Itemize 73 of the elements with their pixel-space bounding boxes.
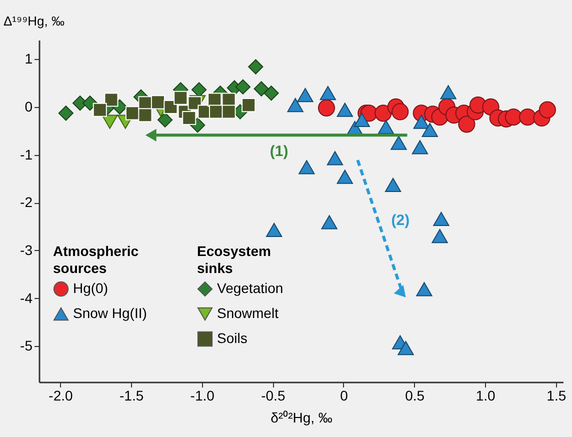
y-tick-label: -2 bbox=[20, 194, 33, 210]
legend-label: Snow Hg(II) bbox=[73, 305, 147, 321]
point bbox=[392, 103, 409, 120]
point bbox=[209, 104, 224, 119]
point bbox=[297, 88, 314, 102]
point bbox=[354, 112, 370, 127]
point bbox=[412, 140, 428, 154]
y-tick-label: -3 bbox=[20, 242, 33, 258]
point bbox=[102, 114, 118, 129]
legend-label: Vegetation bbox=[217, 280, 284, 296]
point bbox=[432, 229, 448, 244]
legend-label: Hg(0) bbox=[73, 280, 108, 296]
point bbox=[191, 82, 207, 98]
point bbox=[440, 85, 456, 100]
x-tick-label: 0 bbox=[340, 388, 348, 404]
point bbox=[266, 222, 282, 237]
y-tick-label: 1 bbox=[24, 50, 33, 67]
y-tick-label: -4 bbox=[20, 290, 33, 306]
y-tick-label: -5 bbox=[20, 338, 33, 354]
point bbox=[320, 86, 336, 100]
point bbox=[248, 59, 264, 74]
text: Atmospheric sources bbox=[53, 243, 139, 276]
x-axis-title: δ²⁰²Hg, ‰ bbox=[270, 410, 332, 426]
point bbox=[222, 104, 236, 119]
point bbox=[398, 340, 414, 356]
x-tick-label: -1.0 bbox=[190, 388, 215, 404]
point bbox=[58, 106, 74, 121]
annotation: (2) bbox=[391, 212, 410, 229]
text: Ecosystem sinks bbox=[197, 243, 271, 276]
point bbox=[235, 79, 251, 94]
point bbox=[384, 178, 402, 192]
point bbox=[422, 122, 438, 137]
point bbox=[336, 170, 353, 184]
point bbox=[92, 102, 107, 117]
point bbox=[242, 98, 256, 112]
y-tick-label: 0 bbox=[24, 98, 33, 114]
x-tick-label: 1.5 bbox=[546, 388, 566, 404]
point bbox=[254, 81, 269, 96]
legend-label: Soils bbox=[217, 330, 248, 346]
x-tick-label: -0.5 bbox=[261, 388, 286, 404]
point bbox=[413, 114, 430, 129]
point bbox=[298, 160, 315, 174]
point bbox=[104, 92, 118, 107]
point bbox=[150, 95, 165, 110]
point bbox=[458, 116, 476, 133]
y-tick-label: -1 bbox=[20, 146, 33, 162]
point bbox=[378, 120, 394, 134]
point bbox=[336, 102, 353, 117]
x-tick-label: 0.5 bbox=[405, 388, 425, 404]
point bbox=[538, 101, 556, 118]
point bbox=[138, 108, 152, 122]
point bbox=[374, 104, 392, 122]
point bbox=[519, 108, 536, 126]
point bbox=[390, 136, 407, 150]
point bbox=[157, 112, 173, 128]
point bbox=[287, 98, 304, 112]
annotation: (1) bbox=[270, 143, 288, 160]
x-tick-label: 1.0 bbox=[476, 388, 496, 404]
point bbox=[326, 151, 344, 166]
point bbox=[264, 86, 279, 101]
x-tick-label: -2.0 bbox=[48, 388, 74, 404]
point bbox=[182, 110, 196, 125]
point bbox=[433, 212, 450, 226]
point bbox=[82, 96, 98, 111]
point bbox=[504, 108, 522, 126]
point bbox=[321, 215, 338, 230]
point bbox=[164, 100, 178, 114]
x-tick-label: -1.5 bbox=[119, 388, 144, 404]
point bbox=[318, 99, 336, 116]
point bbox=[174, 90, 188, 105]
legend-label: Snowmelt bbox=[217, 305, 279, 321]
point bbox=[416, 282, 432, 296]
y-axis-title: Δ¹⁹⁹Hg, ‰ bbox=[4, 14, 64, 28]
